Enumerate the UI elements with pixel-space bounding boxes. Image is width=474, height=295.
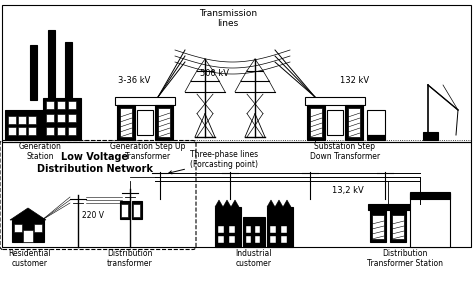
Bar <box>68 101 76 109</box>
Bar <box>65 42 72 100</box>
Bar <box>218 236 224 243</box>
Bar <box>2 5 471 142</box>
Bar <box>120 108 132 137</box>
Bar <box>410 192 450 247</box>
Bar <box>392 215 404 239</box>
Text: Generation Step Up
Transformer: Generation Step Up Transformer <box>110 142 186 161</box>
Polygon shape <box>283 200 291 207</box>
Text: Three-phase lines
(Forcasting point): Three-phase lines (Forcasting point) <box>169 150 258 174</box>
Bar <box>23 230 33 242</box>
Bar <box>57 101 65 109</box>
Bar <box>327 110 343 135</box>
Text: Industrial
customer: Industrial customer <box>236 249 272 268</box>
Text: Transmission
lines: Transmission lines <box>199 9 257 28</box>
Bar <box>14 224 22 232</box>
Bar <box>348 108 360 137</box>
Bar <box>255 236 260 243</box>
Bar <box>281 236 287 243</box>
Bar <box>370 210 386 242</box>
Bar <box>310 108 322 137</box>
Text: 132 kV: 132 kV <box>340 76 370 85</box>
Bar <box>229 236 235 243</box>
Bar <box>367 135 385 140</box>
Polygon shape <box>267 200 275 207</box>
Bar <box>243 217 265 247</box>
Bar <box>368 204 410 210</box>
Bar <box>117 105 135 140</box>
Bar <box>8 116 16 124</box>
Bar <box>34 224 42 232</box>
Bar <box>410 193 450 199</box>
Bar <box>134 204 140 217</box>
Bar <box>5 110 43 140</box>
Text: Substation Step
Down Transformer: Substation Step Down Transformer <box>310 142 380 161</box>
Text: Residential
customer: Residential customer <box>9 249 51 268</box>
Bar <box>390 210 406 242</box>
Text: 220 V: 220 V <box>82 211 104 219</box>
Bar <box>307 105 325 140</box>
Bar <box>28 127 36 135</box>
Polygon shape <box>10 208 46 220</box>
Bar <box>246 226 251 233</box>
Bar <box>267 207 293 247</box>
Bar <box>270 226 276 233</box>
Bar <box>18 116 26 124</box>
Bar <box>367 110 385 135</box>
Bar <box>28 116 36 124</box>
Bar <box>46 127 54 135</box>
Bar <box>43 98 81 140</box>
Bar <box>46 101 54 109</box>
Bar <box>8 127 16 135</box>
Bar <box>68 114 76 122</box>
Bar <box>2 142 471 247</box>
Bar <box>423 132 438 140</box>
Bar <box>155 105 173 140</box>
Polygon shape <box>231 200 239 207</box>
Bar <box>158 108 170 137</box>
Bar <box>372 215 384 239</box>
Polygon shape <box>215 200 223 207</box>
Bar <box>57 114 65 122</box>
Bar <box>229 226 235 233</box>
Text: Generation
Station: Generation Station <box>18 142 62 161</box>
Bar <box>18 127 26 135</box>
Text: 500 kV: 500 kV <box>201 69 229 78</box>
Bar <box>345 105 363 140</box>
Text: Distribution
transformer: Distribution transformer <box>107 249 153 268</box>
Text: Distribution
Transformer Station: Distribution Transformer Station <box>367 249 443 268</box>
Text: Low Voltage
Distribution Network: Low Voltage Distribution Network <box>37 152 153 173</box>
Polygon shape <box>223 200 231 207</box>
Bar <box>270 236 276 243</box>
Bar <box>218 226 224 233</box>
Bar <box>132 201 142 219</box>
Polygon shape <box>275 200 283 207</box>
Text: 13,2 kV: 13,2 kV <box>332 186 364 195</box>
Bar <box>215 207 241 247</box>
Bar <box>115 97 175 105</box>
Bar <box>57 127 65 135</box>
Bar <box>255 226 260 233</box>
Bar <box>305 97 365 105</box>
Bar <box>48 30 55 100</box>
Bar <box>68 127 76 135</box>
Bar <box>30 45 37 100</box>
Bar <box>137 110 153 135</box>
Bar <box>46 114 54 122</box>
Bar <box>120 201 130 219</box>
Text: 3-36 kV: 3-36 kV <box>118 76 150 85</box>
Bar <box>12 220 44 242</box>
Bar <box>281 226 287 233</box>
Bar <box>121 204 128 217</box>
Bar <box>246 236 251 243</box>
